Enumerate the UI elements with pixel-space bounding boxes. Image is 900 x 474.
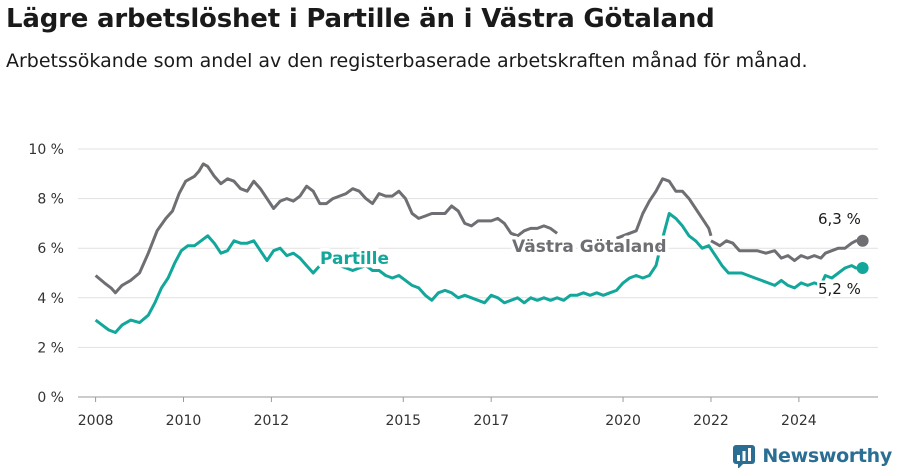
series-line-partille xyxy=(94,212,863,334)
y-tick-label: 6 % xyxy=(37,241,64,257)
brand-name: Newsworthy xyxy=(762,445,892,467)
y-tick-label: 8 % xyxy=(37,192,64,208)
x-tick-label: 2008 xyxy=(78,413,114,429)
newsworthy-logo[interactable]: Newsworthy xyxy=(732,444,892,468)
value-label-partille: 5,2 % xyxy=(818,280,861,298)
chart-title: Lägre arbetslöshet i Partille än i Västr… xyxy=(6,4,715,34)
y-tick-label: 2 % xyxy=(37,340,64,356)
x-tick-label: 2022 xyxy=(693,413,729,429)
end-point-partille xyxy=(856,262,869,275)
newsworthy-icon xyxy=(733,445,756,468)
series-labels: Partille Västra Götaland 6,3 % 5,2 % xyxy=(317,208,869,301)
series-line-vastra-gotaland xyxy=(94,162,558,295)
x-axis-ticks: 2008 2010 2012 2015 2017 2020 2022 2024 xyxy=(78,397,817,429)
series-label-vastra-gotaland: Västra Götaland xyxy=(512,237,667,257)
series-line-vastra-gotaland xyxy=(615,177,713,240)
y-tick-label: 0 % xyxy=(37,390,64,406)
end-point-vastra-gotaland xyxy=(856,234,869,247)
x-tick-label: 2012 xyxy=(254,413,290,429)
x-tick-label: 2024 xyxy=(781,413,817,429)
y-axis-ticks: 0 % 2 % 4 % 6 % 8 % 10 % xyxy=(28,142,64,406)
y-tick-label: 10 % xyxy=(28,142,64,158)
x-tick-label: 2015 xyxy=(385,413,421,429)
y-tick-label: 4 % xyxy=(37,291,64,307)
chart-subtitle: Arbetssökande som andel av den registerb… xyxy=(6,50,808,72)
series-line-vastra-gotaland xyxy=(710,239,863,263)
value-label-vastra-gotaland: 6,3 % xyxy=(818,210,861,228)
x-tick-label: 2017 xyxy=(473,413,509,429)
series-label-partille: Partille xyxy=(320,249,389,269)
x-tick-label: 2020 xyxy=(605,413,641,429)
grid-lines xyxy=(78,148,878,398)
x-tick-label: 2010 xyxy=(166,413,202,429)
series-lines xyxy=(94,162,863,334)
